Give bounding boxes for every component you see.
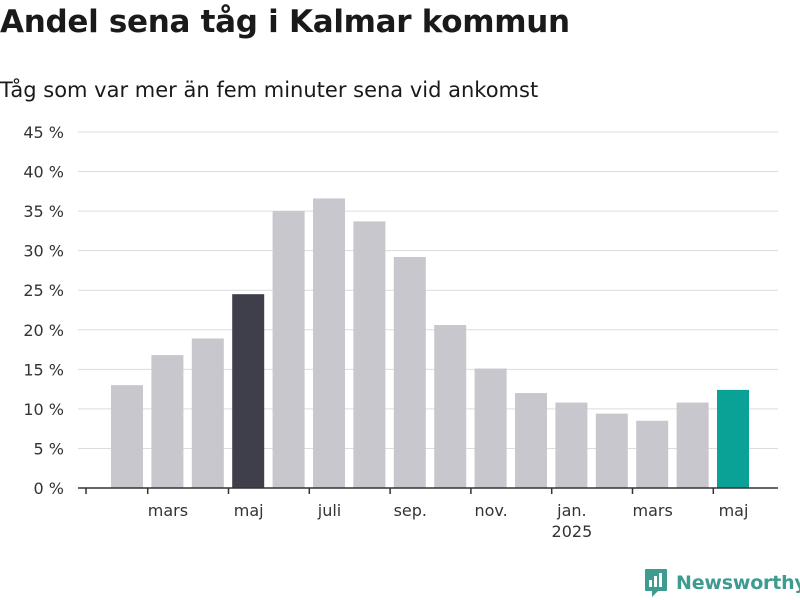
bars — [111, 198, 749, 488]
bar — [636, 420, 669, 488]
y-tick-label: 30 % — [23, 242, 64, 261]
bar — [111, 385, 143, 488]
x-tick-sublabel: 2025 — [552, 522, 593, 541]
bar — [676, 402, 709, 488]
x-axis — [78, 487, 778, 494]
y-tick-label: 0 % — [34, 479, 64, 498]
x-tick-label: nov. — [474, 501, 507, 520]
y-axis-labels: 45 % 40 % 35 % 30 % 25 % 20 % 15 % 10 % 5 % 0 % — [23, 123, 64, 498]
bar — [515, 393, 547, 488]
bar — [474, 368, 507, 488]
bar — [272, 211, 305, 488]
brand-name: Newsworthy — [676, 572, 800, 594]
y-tick-label: 45 % — [23, 123, 64, 142]
bar — [393, 256, 426, 488]
bar — [232, 294, 265, 488]
x-tick-label: mars — [633, 501, 673, 520]
x-axis-labels: mars maj juli sep. nov. jan. 2025 mars maj — [148, 501, 749, 541]
x-tick-label: jan. — [556, 501, 586, 520]
bar — [353, 221, 386, 488]
bar — [595, 413, 628, 488]
y-tick-label: 5 % — [34, 439, 64, 458]
bar — [555, 402, 588, 488]
y-tick-label: 15 % — [23, 360, 64, 379]
bar — [717, 389, 749, 488]
x-tick-label: sep. — [394, 501, 427, 520]
y-tick-label: 40 % — [23, 163, 64, 182]
chart-subtitle: Tåg som var mer än fem minuter sena vid … — [0, 78, 539, 102]
bar — [313, 198, 345, 488]
bar — [434, 325, 467, 488]
bar — [151, 355, 184, 488]
chart-title: Andel sena tåg i Kalmar kommun — [0, 4, 570, 40]
y-tick-label: 10 % — [23, 400, 64, 419]
newsworthy-logo-icon — [645, 569, 667, 597]
y-tick-label: 20 % — [23, 321, 64, 340]
y-tick-label: 35 % — [23, 202, 64, 221]
newsworthy-brand: Newsworthy — [644, 568, 800, 598]
x-tick-label: maj — [719, 501, 749, 520]
y-tick-label: 25 % — [23, 281, 64, 300]
x-tick-label: juli — [317, 501, 341, 520]
bar — [191, 338, 224, 488]
x-tick-label: maj — [234, 501, 264, 520]
x-tick-label: mars — [148, 501, 188, 520]
